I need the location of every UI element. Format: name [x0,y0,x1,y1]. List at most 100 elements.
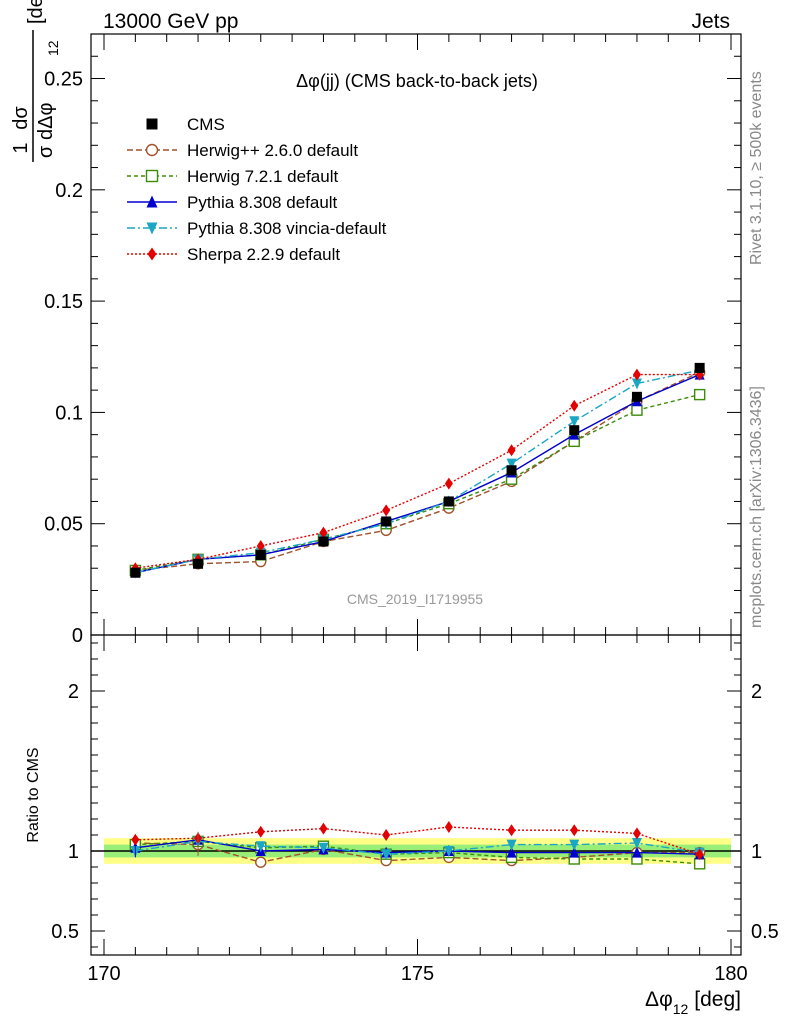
y-axis-label-dsigma: dσ [10,106,32,130]
main-line-herwig_pp [135,371,700,572]
marker-triangle-down [631,838,642,849]
x-axis-label-main: Δφ [645,988,673,1011]
x-axis-label: Δφ12 [deg] [645,988,741,1017]
legend-entry-vincia: Pythia 8.308 vincia-default [127,219,387,238]
ratio-y-tick-label-right: 1 [751,841,762,863]
marker-triangle-down [569,839,580,851]
marker-square-filled [193,558,204,569]
marker-diamond [382,829,391,841]
rivet-label: Rivet 3.1.10, ≥ 500k events [748,71,765,265]
main-ticks: 0 0.05 0.1 0.15 0.2 0.25 [44,33,741,955]
marker-square-filled [255,549,266,560]
ratio-line-herwig7 [135,840,700,865]
marker-triangle-up [146,195,158,208]
main-series [129,362,706,579]
marker-diamond [507,824,516,837]
y-tick-label: 0 [72,625,83,647]
y-tick-label: 0.25 [44,69,83,91]
marker-triangle-down [146,222,158,235]
ratio-y-axis-label: Ratio to CMS [25,747,42,842]
analysis-watermark: CMS_2019_I1719955 [347,591,483,607]
marker-diamond [147,247,157,261]
main-line-herwig7 [135,393,700,572]
ratio-line-vincia [135,840,700,855]
main-line-pythia [135,373,700,574]
y-axis-label-dphi: dΔφ [35,103,57,140]
marker-triangle-down [631,378,642,390]
marker-diamond [382,504,391,517]
legend-label: CMS [187,115,225,134]
x-tick-label: 180 [714,963,747,985]
marker-diamond [256,825,265,838]
main-series-sherpa [131,368,704,575]
marker-triangle-up [506,846,517,858]
main-line-vincia [135,369,700,574]
marker-square-open [693,388,706,401]
marker-square-filled [381,516,392,527]
marker-circle-open [255,856,267,868]
marker-diamond [632,827,641,840]
marker-diamond [695,848,704,861]
marker-square-open [631,404,643,416]
x-axis-label-sub: 12 [673,1001,689,1017]
legend-entry-herwig_pp: Herwig++ 2.6.0 default [127,141,358,160]
ratio-ticks: 0.5 0.5 1 1 2 2 170 175 180 [51,642,779,985]
marker-diamond [444,477,453,490]
ratio-y-tick-label: 1 [68,841,79,863]
marker-square-filled [569,425,580,436]
legend-label: Pythia 8.308 vincia-default [187,219,387,238]
ratio-series-sherpa [131,821,704,861]
ratio-series-vincia [130,836,705,861]
header-left: 13000 GeV pp [103,10,238,33]
marker-diamond [131,833,140,846]
legend-entry-sherpa: Sherpa 2.2.9 default [127,245,340,264]
marker-triangle-down [569,416,580,428]
main-series-vincia [130,365,705,579]
marker-triangle-down [318,842,329,854]
ratio-line-herwig_pp [135,842,700,863]
marker-square-filled [318,536,329,547]
y-tick-label: 0.2 [55,180,83,202]
marker-square-filled [146,118,158,130]
y-axis-label-num: 1 [10,142,32,153]
ratio-panel-frame [90,634,742,956]
mcplots-label: mcplots.cern.ch [arXiv:1306.3436] [748,386,765,628]
legend-entry-data: CMS [146,115,225,134]
marker-diamond [319,526,328,539]
marker-square-open [145,169,159,183]
marker-triangle-down [381,849,392,861]
ratio-y-tick-label-right: 2 [751,681,762,703]
ratio-y-tick-label: 2 [68,681,79,703]
legend-entry-pythia: Pythia 8.308 default [127,193,338,212]
marker-triangle-down [506,458,517,470]
legend-label: Herwig++ 2.6.0 default [187,141,358,160]
marker-triangle-up [569,846,580,858]
main-line-sherpa [135,373,700,569]
marker-diamond [256,539,265,552]
y-tick-label: 0.05 [44,514,83,536]
main-series-data [130,362,705,578]
y-axis-label-sub: 12 [45,40,61,56]
legend: CMS Herwig++ 2.6.0 default Herwig 7.2.1 de… [127,115,387,264]
marker-square-filled [130,567,141,578]
marker-square-filled [631,391,642,402]
marker-square-filled [443,496,454,507]
marker-circle-open [145,143,159,157]
legend-label: Sherpa 2.2.9 default [187,245,340,264]
marker-diamond [444,821,453,833]
legend-label: Herwig 7.2.1 default [187,167,338,186]
marker-diamond [570,824,579,837]
chart-title: Δφ(jj) (CMS back-to-back jets) [296,71,538,91]
marker-square-open [693,858,706,870]
ratio-y-tick-label-right: 0.5 [751,921,779,943]
x-tick-label: 175 [401,963,434,985]
marker-triangle-down [443,846,454,857]
marker-triangle-up [631,846,642,858]
main-series-pythia [130,368,705,578]
y-tick-label: 0.15 [44,291,83,313]
y-tick-label: 0.1 [55,402,83,424]
marker-triangle-down [255,841,266,853]
y-axis-label: 1 dσ σ dΔφ 12 [deg-1] [10,0,61,162]
ratio-y-tick-label: 0.5 [51,921,79,943]
y-axis-label-sigma: σ [35,145,57,158]
